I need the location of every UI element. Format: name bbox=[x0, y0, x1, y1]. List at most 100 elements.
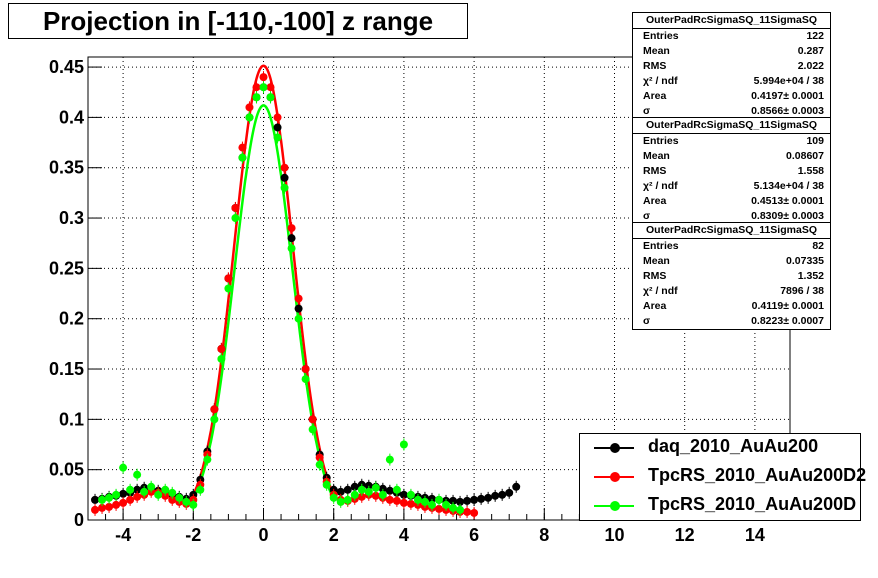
data-point bbox=[392, 485, 401, 494]
stats-label: χ² / ndf bbox=[643, 75, 678, 87]
data-point bbox=[336, 497, 345, 506]
stats-label: Mean bbox=[643, 45, 670, 57]
stats-row: χ² / ndf 7896 / 38 bbox=[633, 284, 830, 299]
data-point bbox=[224, 274, 233, 283]
data-point bbox=[119, 489, 128, 498]
data-point bbox=[336, 487, 345, 496]
data-point bbox=[245, 103, 254, 112]
data-point bbox=[126, 495, 135, 504]
data-point bbox=[287, 244, 296, 253]
data-point bbox=[280, 173, 289, 182]
data-point bbox=[224, 284, 233, 293]
data-point bbox=[392, 496, 401, 505]
data-point bbox=[399, 440, 408, 449]
stats-value: 0.8309± 0.0003 bbox=[751, 210, 824, 222]
data-point bbox=[105, 493, 114, 502]
data-point bbox=[287, 234, 296, 243]
data-point bbox=[449, 503, 458, 512]
data-point bbox=[154, 490, 163, 499]
data-point bbox=[357, 492, 366, 501]
x-tick-label: 4 bbox=[399, 525, 409, 545]
series-group bbox=[98, 81, 465, 516]
data-point bbox=[484, 493, 493, 502]
y-tick-label: 0.4 bbox=[59, 107, 84, 127]
x-tick-label: 14 bbox=[745, 525, 765, 545]
data-point bbox=[168, 488, 177, 497]
data-point bbox=[399, 498, 408, 507]
data-point bbox=[294, 294, 303, 303]
data-point bbox=[442, 500, 451, 509]
y-tick-label: 0.15 bbox=[49, 359, 84, 379]
stats-label: Mean bbox=[643, 255, 670, 267]
data-point bbox=[435, 504, 443, 513]
data-point bbox=[371, 491, 380, 500]
stats-label: RMS bbox=[643, 270, 667, 282]
stats-label: Entries bbox=[643, 240, 679, 252]
stats-value: 0.08607 bbox=[786, 150, 824, 162]
data-point bbox=[168, 495, 177, 504]
legend-entry: TpcRS_2010_AuAu200D2 bbox=[580, 463, 866, 491]
data-point bbox=[399, 490, 408, 499]
data-point bbox=[449, 496, 458, 505]
stats-label: σ bbox=[643, 315, 651, 327]
stats-row: χ² / ndf 5.134e+04 / 38 bbox=[633, 179, 830, 194]
data-point bbox=[203, 455, 212, 464]
data-point bbox=[456, 497, 465, 506]
data-point bbox=[98, 495, 107, 504]
data-point bbox=[498, 490, 507, 499]
data-point bbox=[512, 482, 521, 491]
data-point bbox=[182, 497, 191, 506]
data-point bbox=[231, 203, 240, 212]
stats-title: OuterPadRcSigmaSQ_11SigmaSQ bbox=[633, 118, 830, 134]
data-point bbox=[364, 481, 373, 490]
data-point bbox=[147, 482, 156, 491]
stats-row: Entries 122 bbox=[633, 29, 830, 44]
stats-row: σ 0.8566± 0.0003 bbox=[633, 104, 830, 119]
x-tick-label: 2 bbox=[329, 525, 339, 545]
data-point bbox=[315, 453, 324, 462]
data-point bbox=[378, 484, 387, 493]
stats-label: RMS bbox=[643, 165, 667, 177]
y-tick-label: 0.05 bbox=[49, 460, 84, 480]
data-point bbox=[301, 365, 310, 374]
data-point bbox=[126, 485, 135, 494]
data-point bbox=[350, 482, 359, 491]
stats-label: Area bbox=[643, 195, 667, 207]
y-tick-label: 0 bbox=[74, 510, 84, 530]
data-point bbox=[378, 490, 387, 499]
data-point bbox=[343, 495, 352, 504]
data-point bbox=[287, 224, 296, 233]
data-point bbox=[161, 491, 170, 500]
data-point bbox=[420, 497, 429, 506]
stats-value: 2.022 bbox=[797, 60, 824, 72]
data-point bbox=[385, 486, 394, 495]
stats-value: 0.8566± 0.0003 bbox=[751, 105, 824, 117]
legend: daq_2010_AuAu200 TpcRS_2010_AuAu200D2 Tp… bbox=[579, 433, 866, 521]
data-point bbox=[477, 494, 486, 503]
data-point bbox=[217, 344, 226, 353]
legend-entry: daq_2010_AuAu200 bbox=[580, 434, 860, 462]
legend-dot-marker bbox=[610, 443, 620, 453]
data-point bbox=[427, 494, 436, 503]
data-point bbox=[252, 93, 261, 102]
data-point bbox=[259, 83, 268, 92]
data-point bbox=[329, 493, 338, 502]
data-point bbox=[280, 163, 289, 172]
stats-row: Mean 0.08607 bbox=[633, 149, 830, 164]
stats-label: χ² / ndf bbox=[643, 180, 678, 192]
x-tick-label: 8 bbox=[539, 525, 549, 545]
stats-value: 0.07335 bbox=[786, 255, 824, 267]
data-point bbox=[231, 214, 240, 223]
stats-box-2: OuterPadRcSigmaSQ_11SigmaSQ Entries 109 M… bbox=[632, 117, 831, 225]
stats-label: σ bbox=[643, 105, 651, 117]
data-point bbox=[413, 495, 422, 504]
data-point bbox=[343, 485, 352, 494]
stats-label: Area bbox=[643, 90, 667, 102]
data-point bbox=[112, 490, 121, 499]
stats-value: 82 bbox=[812, 240, 824, 252]
x-tick-label: -2 bbox=[185, 525, 201, 545]
stats-label: σ bbox=[643, 210, 651, 222]
data-point bbox=[357, 485, 366, 494]
stats-row: RMS 1.558 bbox=[633, 164, 830, 179]
data-point bbox=[385, 495, 394, 504]
